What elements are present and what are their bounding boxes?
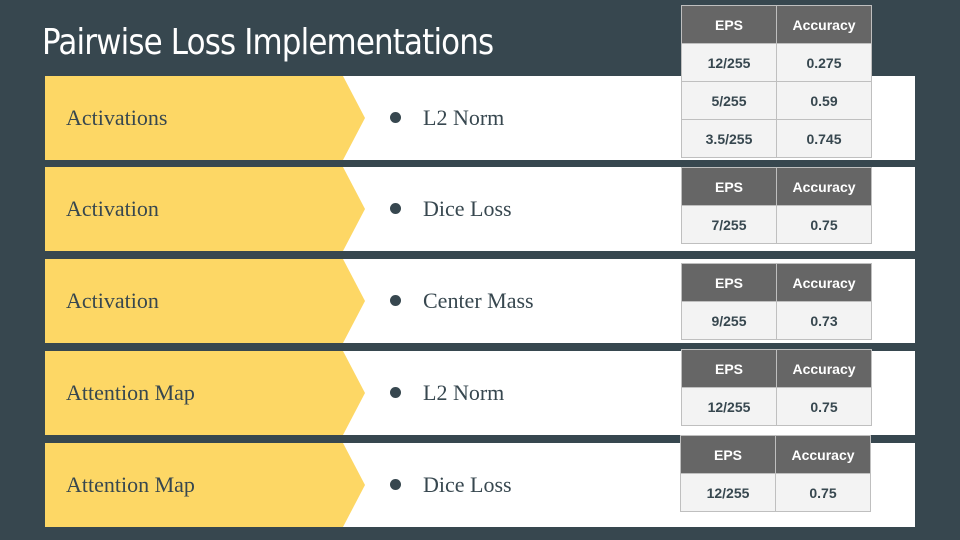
- accuracy-cell: 0.75: [776, 387, 872, 426]
- table-row: 3.5/255 0.745: [681, 119, 872, 158]
- table-header-row: EPS Accuracy: [681, 167, 872, 206]
- eps-cell: 5/255: [681, 81, 777, 120]
- row-label: Activation: [66, 196, 159, 221]
- bullet-dot-icon: [390, 112, 401, 123]
- row-label-arrow: [45, 259, 365, 343]
- row-bullet-text: L2 Norm: [423, 105, 505, 130]
- bullet-dot-icon: [390, 479, 401, 490]
- table-row: 12/255 0.275: [681, 43, 872, 82]
- results-table: EPS Accuracy 12/255 0.75: [681, 349, 872, 426]
- row-label: Activations: [66, 105, 168, 130]
- slide-title: Pairwise Loss Implementations: [42, 22, 494, 63]
- table-header-row: EPS Accuracy: [680, 435, 871, 474]
- table-header-row: EPS Accuracy: [681, 349, 872, 388]
- table-header-row: EPS Accuracy: [681, 5, 872, 44]
- table-row: 12/255 0.75: [680, 473, 871, 512]
- row-bullet-text: Dice Loss: [423, 472, 512, 497]
- eps-cell: 9/255: [681, 301, 777, 340]
- results-table: EPS Accuracy 12/255 0.75: [680, 435, 871, 512]
- eps-cell: 12/255: [681, 43, 777, 82]
- bullet-dot-icon: [390, 387, 401, 398]
- accuracy-cell: 0.75: [775, 473, 871, 512]
- accuracy-header: Accuracy: [776, 167, 872, 206]
- bullet-dot-icon: [390, 295, 401, 306]
- row-label-arrow: [45, 351, 365, 435]
- eps-header: EPS: [680, 435, 776, 474]
- accuracy-header: Accuracy: [775, 435, 871, 474]
- accuracy-header: Accuracy: [776, 263, 872, 302]
- accuracy-header: Accuracy: [776, 5, 872, 44]
- results-table: EPS Accuracy 9/255 0.73: [681, 263, 872, 340]
- results-table: EPS Accuracy 7/255 0.75: [681, 167, 872, 244]
- row-label: Attention Map: [66, 472, 195, 497]
- table-row: 7/255 0.75: [681, 205, 872, 244]
- row-label: Attention Map: [66, 380, 195, 405]
- row-label-arrow: [45, 443, 365, 527]
- table-row: 5/255 0.59: [681, 81, 872, 120]
- eps-header: EPS: [681, 263, 777, 302]
- accuracy-cell: 0.745: [776, 119, 872, 158]
- accuracy-cell: 0.75: [776, 205, 872, 244]
- table-header-row: EPS Accuracy: [681, 263, 872, 302]
- bullet-dot-icon: [390, 203, 401, 214]
- accuracy-header: Accuracy: [776, 349, 872, 388]
- eps-cell: 12/255: [681, 387, 777, 426]
- eps-header: EPS: [681, 167, 777, 206]
- eps-cell: 3.5/255: [681, 119, 777, 158]
- eps-cell: 7/255: [681, 205, 777, 244]
- row-bullet-text: L2 Norm: [423, 380, 505, 405]
- table-row: 9/255 0.73: [681, 301, 872, 340]
- results-table: EPS Accuracy 12/255 0.275 5/255 0.59 3.5…: [681, 5, 872, 158]
- row-label-arrow: [45, 167, 365, 251]
- eps-cell: 12/255: [680, 473, 776, 512]
- row-bullet-text: Dice Loss: [423, 196, 512, 221]
- accuracy-cell: 0.59: [776, 81, 872, 120]
- eps-header: EPS: [681, 5, 777, 44]
- row-label: Activation: [66, 288, 159, 313]
- row-bullet-text: Center Mass: [423, 288, 534, 313]
- accuracy-cell: 0.275: [776, 43, 872, 82]
- eps-header: EPS: [681, 349, 777, 388]
- table-row: 12/255 0.75: [681, 387, 872, 426]
- row-label-arrow: [45, 76, 365, 160]
- accuracy-cell: 0.73: [776, 301, 872, 340]
